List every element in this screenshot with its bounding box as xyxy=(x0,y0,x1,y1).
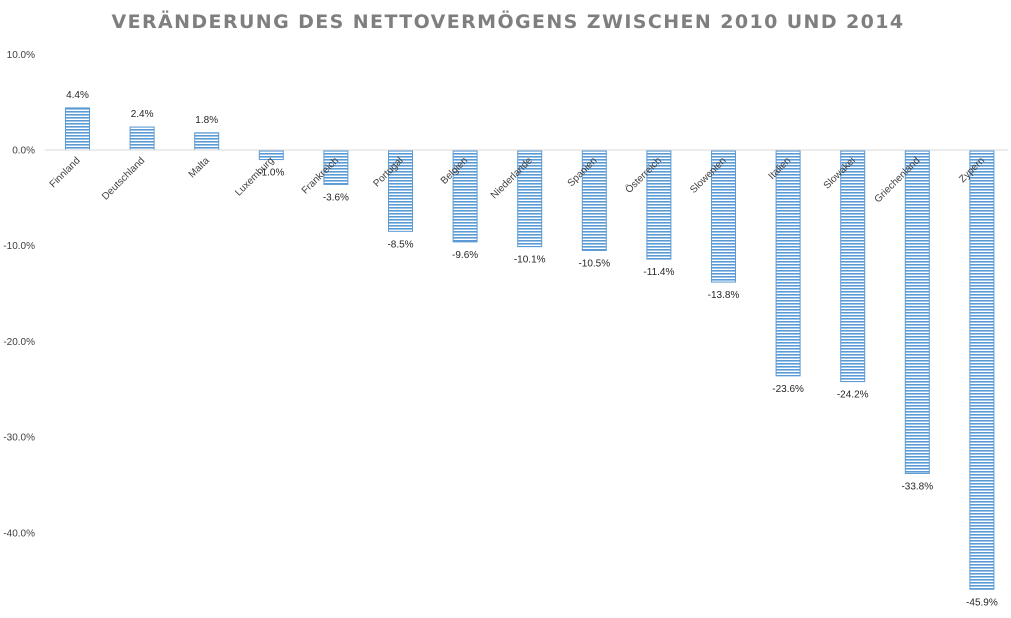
category-label: Finnland xyxy=(48,155,83,190)
data-label: -10.1% xyxy=(514,255,546,266)
bar-griechenland xyxy=(904,149,930,474)
data-label: -23.6% xyxy=(772,384,804,395)
bars xyxy=(65,107,995,590)
data-label: -13.8% xyxy=(708,290,740,301)
bar-zypern xyxy=(969,149,995,590)
bar-portugal xyxy=(388,149,413,232)
bar-malta xyxy=(194,132,220,151)
category-label: Deutschland xyxy=(100,155,147,202)
y-tick-label: 0.0% xyxy=(12,146,35,157)
chart-title: VERÄNDERUNG DES NETTOVERMÖGENS ZWISCHEN … xyxy=(111,9,904,33)
data-label: 1.8% xyxy=(195,115,218,126)
bar-niederlande xyxy=(517,149,543,248)
data-label: -10.5% xyxy=(578,258,610,269)
data-label: -3.6% xyxy=(323,192,349,203)
y-tick-label: -40.0% xyxy=(3,528,35,539)
bar-slowenien xyxy=(711,149,736,283)
y-tick-label: -10.0% xyxy=(3,241,35,252)
data-label: -8.5% xyxy=(387,239,413,250)
data-label: -1.0% xyxy=(258,168,284,179)
y-axis: 10.0% 0.0% -10.0% -20.0% -30.0% -40.0% xyxy=(3,50,35,539)
data-labels: 4.4% 2.4% 1.8% -1.0% -3.6% -8.5% -9.6% -10.1% -1… xyxy=(66,90,998,608)
bar-slowakei xyxy=(840,149,866,383)
bar-deutschland xyxy=(129,126,155,151)
data-label: -9.6% xyxy=(452,250,478,261)
bar-belgien xyxy=(452,149,478,243)
category-label: Malta xyxy=(187,155,212,180)
y-tick-label: -20.0% xyxy=(3,337,35,348)
data-label: -24.2% xyxy=(837,390,869,401)
y-tick-label: 10.0% xyxy=(7,50,35,61)
bar-italien xyxy=(775,149,801,377)
bar-finnland xyxy=(65,107,90,151)
data-label: -33.8% xyxy=(901,481,933,492)
data-label: 2.4% xyxy=(131,109,154,120)
y-tick-label: -30.0% xyxy=(3,433,35,444)
data-label: 4.4% xyxy=(66,90,89,101)
bar-österreich xyxy=(646,149,672,260)
data-label: -45.9% xyxy=(966,597,998,608)
data-label: -11.4% xyxy=(643,267,674,278)
